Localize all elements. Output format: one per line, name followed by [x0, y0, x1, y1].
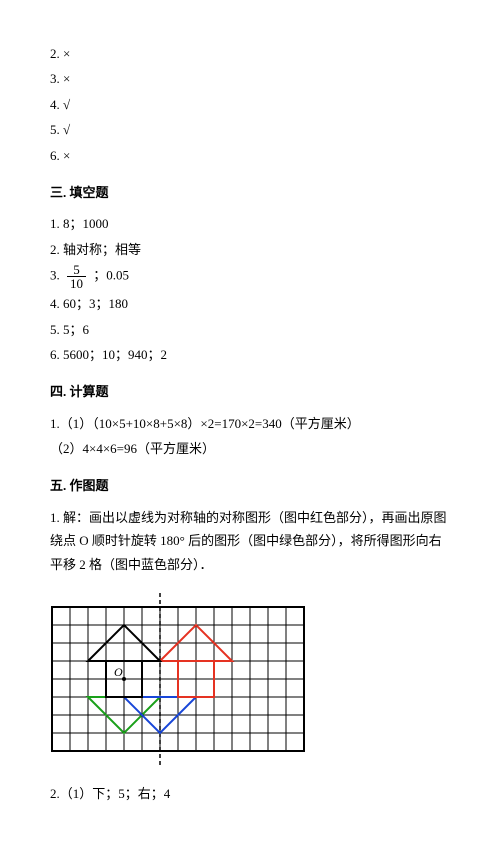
s5-item-2: 2.（1）下；5；右；4: [50, 782, 450, 805]
s4-item-1: 1.（1）（10×5+10×8+5×8）×2=170×2=340（平方厘米）: [50, 412, 450, 435]
s3-item-5: 5. 5；6: [50, 318, 450, 341]
s3-item-3-fraction: 5 10: [67, 263, 86, 290]
svg-text:O: O: [114, 665, 123, 679]
fraction-num: 5: [67, 263, 86, 277]
s3-item-2: 2. 轴对称；相等: [50, 238, 450, 261]
s3-item-3: 3. 5 10 ；0.05: [50, 263, 450, 290]
tf-item-3: 3. ×: [50, 67, 450, 90]
s5-item-1: 1. 解：画出以虚线为对称轴的对称图形（图中红色部分），再画出原图绕点 O 顺时…: [50, 506, 450, 576]
s3-item-1: 1. 8；1000: [50, 212, 450, 235]
tf-item-6: 6. ×: [50, 144, 450, 167]
tf-item-4: 4. √: [50, 93, 450, 116]
tf-item-2: 2. ×: [50, 42, 450, 65]
section-4-heading: 四. 计算题: [50, 380, 450, 403]
tf-item-5: 5. √: [50, 118, 450, 141]
grid-figure: O: [50, 591, 306, 767]
drawing-diagram: O: [50, 591, 450, 767]
section-3-heading: 三. 填空题: [50, 181, 450, 204]
section-5-heading: 五. 作图题: [50, 474, 450, 497]
s3-item-3-prefix: 3.: [50, 268, 63, 283]
s4-item-2: （2）4×4×6=96（平方厘米）: [50, 437, 450, 460]
fraction-den: 10: [67, 277, 86, 290]
s3-item-4: 4. 60；3；180: [50, 292, 450, 315]
s3-item-6: 6. 5600；10；940；2: [50, 343, 450, 366]
s3-item-3-suffix: ；0.05: [93, 268, 129, 283]
